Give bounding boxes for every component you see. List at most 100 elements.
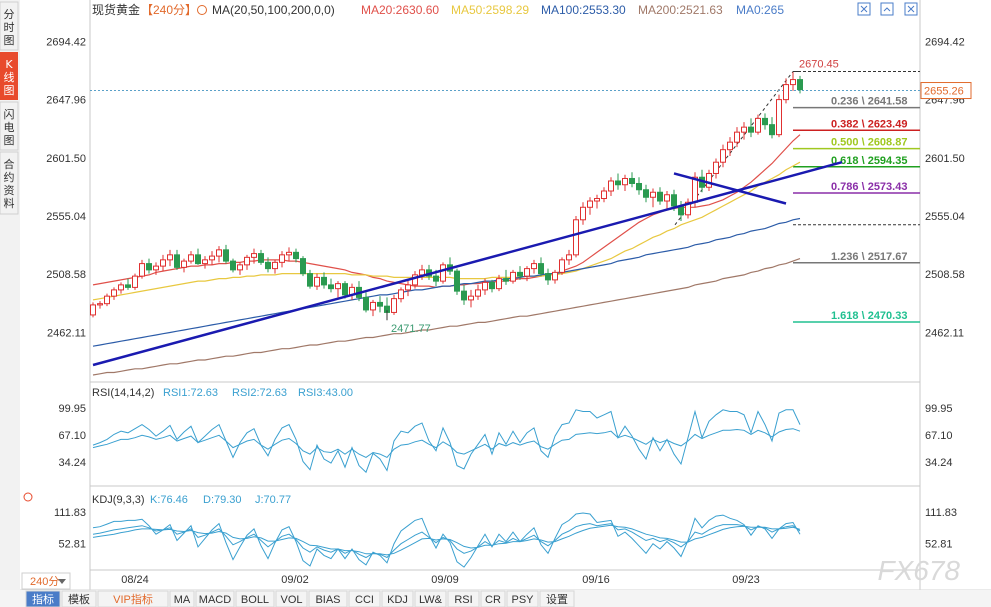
- side-tab-2-bg[interactable]: [0, 101, 19, 151]
- toolbar-tab-label: VOL: [280, 594, 302, 606]
- side-tab-3-char-0: 合: [4, 157, 15, 171]
- candle-body: [706, 172, 712, 188]
- trendline: [673, 172, 787, 205]
- kdj-settings-icon[interactable]: [23, 492, 33, 502]
- candle-body: [90, 304, 96, 316]
- candle-body: [111, 289, 117, 297]
- side-tab-3[interactable]: 合 约 资 料: [0, 151, 19, 215]
- toolbar-tab-bg[interactable]: [275, 590, 308, 607]
- toolbar-tab-label: MACD: [199, 594, 231, 606]
- rsi-panel: RSI(14,14,2) RSI1:72.63 RSI2:72.63 RSI3:…: [58, 387, 953, 474]
- candle-body: [412, 274, 418, 286]
- toolbar-tab-bg[interactable]: [414, 590, 447, 607]
- candle-body: [531, 263, 537, 270]
- candle-body: [118, 284, 124, 291]
- toolbar-collapse-icon[interactable]: [880, 2, 894, 16]
- toolbar-tab-bg[interactable]: [381, 590, 414, 607]
- side-tab-3-char-1: 约: [4, 171, 15, 184]
- toolbar-tab-bg[interactable]: [235, 590, 275, 607]
- candle-body: [545, 273, 551, 281]
- toolbar-tab-bg[interactable]: [169, 590, 195, 607]
- candle-body: [776, 99, 782, 136]
- expand-glyph: [860, 5, 868, 13]
- current-price-box: [920, 82, 972, 100]
- toolbar-tab[interactable]: MA: [169, 590, 195, 607]
- fib-level-label: 0.500 \ 2608.87: [831, 137, 907, 149]
- side-tab-0[interactable]: 分 时 图: [0, 1, 19, 51]
- toolbar-tab[interactable]: CR: [480, 590, 506, 607]
- period-settings-icon[interactable]: [197, 5, 207, 15]
- toolbar-tab-bg[interactable]: [61, 590, 97, 607]
- side-tab-0-char-2: 图: [4, 34, 15, 47]
- toolbar-tab-bg[interactable]: [25, 590, 61, 607]
- toolbar-tab-bg[interactable]: [348, 590, 381, 607]
- toolbar-tab[interactable]: VIP指标: [97, 590, 169, 607]
- side-tab-3-bg[interactable]: [0, 151, 19, 215]
- candle-body: [125, 284, 131, 288]
- toolbar-tab-bg[interactable]: [447, 590, 480, 607]
- toolbar-tab[interactable]: 指标: [25, 590, 61, 607]
- candle-body: [748, 126, 754, 133]
- toolbar-tab[interactable]: BIAS: [308, 590, 348, 607]
- candle-body: [629, 177, 635, 184]
- fib-level-label: 1.236 \ 2517.67: [831, 251, 907, 263]
- candle-body: [293, 251, 299, 260]
- toolbar-tab-label: 设置: [546, 593, 568, 606]
- toolbar-expand-icon[interactable]: [857, 2, 871, 16]
- candle-body: [587, 200, 593, 208]
- toolbar-tab-bg[interactable]: [97, 590, 169, 607]
- toolbar-tab[interactable]: KDJ: [381, 590, 414, 607]
- toolbar-tab[interactable]: VOL: [275, 590, 308, 607]
- toolbar-tab[interactable]: CCI: [348, 590, 381, 607]
- toolbar-tab[interactable]: MACD: [195, 590, 235, 607]
- toolbar-tab[interactable]: BOLL: [235, 590, 275, 607]
- toolbar-tab-bg[interactable]: [195, 590, 235, 607]
- side-tab-1[interactable]: K 线 图: [0, 52, 18, 100]
- toolbar-tab-label: MA: [174, 594, 191, 606]
- candle-body: [643, 189, 649, 198]
- ma-item-0: MA20:2630.60: [361, 3, 439, 17]
- candle-body: [342, 283, 348, 296]
- candle-body: [335, 283, 341, 290]
- candle-body: [783, 84, 789, 101]
- price-y-tick-right: 2694.42: [925, 37, 965, 49]
- candle-body: [496, 278, 502, 290]
- candle-body: [237, 264, 243, 271]
- toolbar-tab[interactable]: 模板: [61, 590, 97, 607]
- kdj-y-tick-right: 111.83: [925, 507, 957, 519]
- toolbar-tab[interactable]: PSY: [506, 590, 539, 607]
- period-button[interactable]: 240分: [21, 572, 71, 590]
- candle-body: [174, 254, 180, 268]
- toolbar-tab-bg[interactable]: [480, 590, 506, 607]
- side-tab-2-char-2: 图: [4, 134, 15, 147]
- candle-body: [580, 206, 586, 221]
- candle-body: [272, 261, 278, 270]
- toolbar-tab[interactable]: RSI: [447, 590, 480, 607]
- side-tab-1-bg[interactable]: [0, 52, 18, 100]
- side-tab-0-bg[interactable]: [0, 1, 19, 51]
- side-tabs: 分 时 图 K 线 图 闪 电 图 合 约 资 料: [0, 0, 20, 590]
- candle-body: [286, 251, 292, 256]
- toolbar-tab-bg[interactable]: [308, 590, 348, 607]
- toolbar-tab[interactable]: 设置: [539, 590, 575, 607]
- side-tab-1-char-1: 线: [4, 70, 15, 84]
- toolbar-tab-bg[interactable]: [506, 590, 539, 607]
- candle-body: [300, 258, 306, 275]
- candle-body: [377, 301, 383, 307]
- toolbar-tab-label: VIP指标: [113, 592, 153, 606]
- period-label: 【240分】: [141, 3, 197, 17]
- candle-body: [615, 180, 621, 186]
- candle-body: [363, 296, 369, 311]
- candle-body: [181, 260, 187, 268]
- ma-line-ma200: [92, 258, 801, 376]
- candle-body: [482, 281, 488, 291]
- candle-body: [734, 131, 740, 143]
- toolbar-tab-bg[interactable]: [539, 590, 575, 607]
- period-button-bg[interactable]: [21, 572, 71, 590]
- rsi-title: RSI(14,14,2): [92, 387, 154, 399]
- side-tab-2[interactable]: 闪 电 图: [0, 101, 19, 151]
- toolbar-tab-label: 指标: [32, 592, 54, 606]
- period-button-label: 240分: [30, 575, 59, 588]
- toolbar-close-icon[interactable]: [904, 2, 918, 16]
- toolbar-tab[interactable]: LW&: [414, 590, 447, 607]
